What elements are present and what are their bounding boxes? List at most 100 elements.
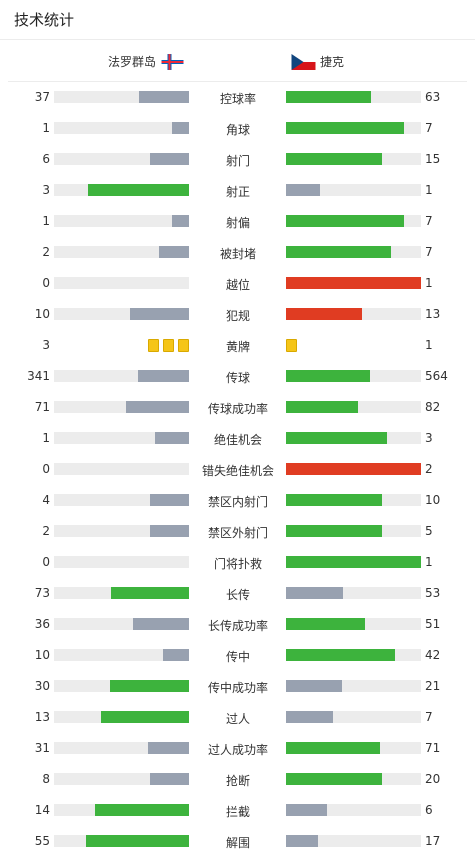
away-bar-fill bbox=[286, 463, 421, 475]
home-bar-track bbox=[54, 153, 189, 165]
home-bar-fill bbox=[133, 618, 189, 630]
home-bar-fill bbox=[126, 401, 189, 413]
stat-row: 10 传中 42 bbox=[0, 640, 475, 671]
away-bar-track bbox=[286, 463, 421, 475]
away-value: 21 bbox=[425, 679, 441, 693]
home-yellow-cards bbox=[54, 339, 189, 353]
stat-label: 传中成功率 bbox=[207, 681, 268, 695]
away-bar-fill bbox=[286, 277, 421, 289]
away-value: 7 bbox=[425, 245, 433, 259]
away-team-name: 捷克 bbox=[320, 55, 345, 69]
stats-list: 37 控球率 63 1 角球 7 6 射门 15 3 射正 1 1 射偏 7 2 被封堵 7 0 越位 1 10 犯规 13 3… bbox=[0, 82, 475, 857]
away-bar-fill bbox=[286, 184, 320, 196]
away-bar-track bbox=[286, 153, 421, 165]
away-bar-fill bbox=[286, 742, 380, 754]
home-bar-fill bbox=[147, 742, 189, 754]
stat-label: 角球 bbox=[225, 123, 250, 137]
home-bar-track bbox=[54, 246, 189, 258]
home-bar-track bbox=[54, 680, 189, 692]
stat-label: 错失绝佳机会 bbox=[201, 464, 274, 478]
yellow-card-icon bbox=[286, 339, 297, 352]
stat-label: 过人 bbox=[225, 712, 250, 726]
away-bar-track bbox=[286, 556, 421, 568]
home-value: 3 bbox=[42, 183, 50, 197]
home-team-name: 法罗群岛 bbox=[107, 55, 156, 69]
home-value: 8 bbox=[42, 772, 50, 786]
away-bar-track bbox=[286, 308, 421, 320]
away-bar-track bbox=[286, 618, 421, 630]
away-bar-fill bbox=[286, 494, 383, 506]
home-bar-track bbox=[54, 432, 189, 444]
home-value: 1 bbox=[42, 121, 50, 135]
away-bar-track bbox=[286, 432, 421, 444]
stat-row: 1 角球 7 bbox=[0, 113, 475, 144]
away-bar-track bbox=[286, 742, 421, 754]
away-bar-track bbox=[286, 835, 421, 847]
stat-row: 8 抢断 20 bbox=[0, 764, 475, 795]
stat-row: 31 过人成功率 71 bbox=[0, 733, 475, 764]
stat-label: 越位 bbox=[225, 278, 250, 292]
stat-label: 绝佳机会 bbox=[213, 433, 262, 447]
home-bar-fill bbox=[155, 432, 189, 444]
away-value: 7 bbox=[425, 121, 433, 135]
away-value: 2 bbox=[425, 462, 433, 476]
away-bar-fill bbox=[286, 370, 371, 382]
home-value: 30 bbox=[34, 679, 50, 693]
away-bar-track bbox=[286, 525, 421, 537]
away-bar-track bbox=[286, 184, 421, 196]
home-value: 13 bbox=[34, 710, 50, 724]
stat-row: 55 解围 17 bbox=[0, 826, 475, 857]
away-bar-track bbox=[286, 246, 421, 258]
home-bar-track bbox=[54, 277, 189, 289]
away-value: 82 bbox=[425, 400, 441, 414]
stat-label: 犯规 bbox=[225, 309, 250, 323]
home-value: 341 bbox=[27, 369, 50, 383]
stat-label: 长传 bbox=[225, 588, 250, 602]
away-bar-fill bbox=[286, 649, 396, 661]
stat-row: 10 犯规 13 bbox=[0, 299, 475, 330]
stat-row: 36 长传成功率 51 bbox=[0, 609, 475, 640]
home-bar-fill bbox=[172, 122, 189, 134]
away-bar-track bbox=[286, 804, 421, 816]
stat-label: 传中 bbox=[225, 650, 250, 664]
page-title: 技术统计 bbox=[0, 0, 475, 40]
away-value: 63 bbox=[425, 90, 441, 104]
home-value: 0 bbox=[42, 555, 50, 569]
teams-header: 法罗群岛 捷克 bbox=[8, 40, 467, 82]
away-bar-fill bbox=[286, 618, 366, 630]
stat-row: 341 传球 564 bbox=[0, 361, 475, 392]
away-bar-fill bbox=[286, 122, 405, 134]
stat-label: 控球率 bbox=[219, 92, 256, 106]
home-value: 55 bbox=[34, 834, 50, 848]
home-bar-fill bbox=[150, 773, 189, 785]
away-bar-fill bbox=[286, 556, 421, 568]
away-bar-fill bbox=[286, 91, 372, 103]
stat-row: 0 越位 1 bbox=[0, 268, 475, 299]
away-bar-fill bbox=[286, 680, 342, 692]
stat-label: 传球成功率 bbox=[207, 402, 268, 416]
away-value: 564 bbox=[425, 369, 448, 383]
stat-label: 禁区内射门 bbox=[207, 495, 268, 509]
away-bar-track bbox=[286, 122, 421, 134]
home-bar-track bbox=[54, 804, 189, 816]
home-bar-track bbox=[54, 525, 189, 537]
away-value: 42 bbox=[425, 648, 441, 662]
home-value: 37 bbox=[34, 90, 50, 104]
stat-row: 3 黄牌 1 bbox=[0, 330, 475, 361]
home-value: 6 bbox=[42, 152, 50, 166]
stat-row: 14 拦截 6 bbox=[0, 795, 475, 826]
stat-label: 抢断 bbox=[225, 774, 250, 788]
away-bar-track bbox=[286, 370, 421, 382]
home-bar-fill bbox=[159, 246, 189, 258]
home-bar-fill bbox=[94, 804, 189, 816]
home-bar-fill bbox=[163, 649, 189, 661]
away-value: 71 bbox=[425, 741, 441, 755]
away-team: 捷克 bbox=[291, 53, 344, 70]
stat-row: 1 射偏 7 bbox=[0, 206, 475, 237]
home-value: 36 bbox=[34, 617, 50, 631]
yellow-card-icon bbox=[163, 339, 174, 352]
stat-row: 71 传球成功率 82 bbox=[0, 392, 475, 423]
home-value: 10 bbox=[34, 648, 50, 662]
home-bar-track bbox=[54, 215, 189, 227]
home-value: 4 bbox=[42, 493, 50, 507]
